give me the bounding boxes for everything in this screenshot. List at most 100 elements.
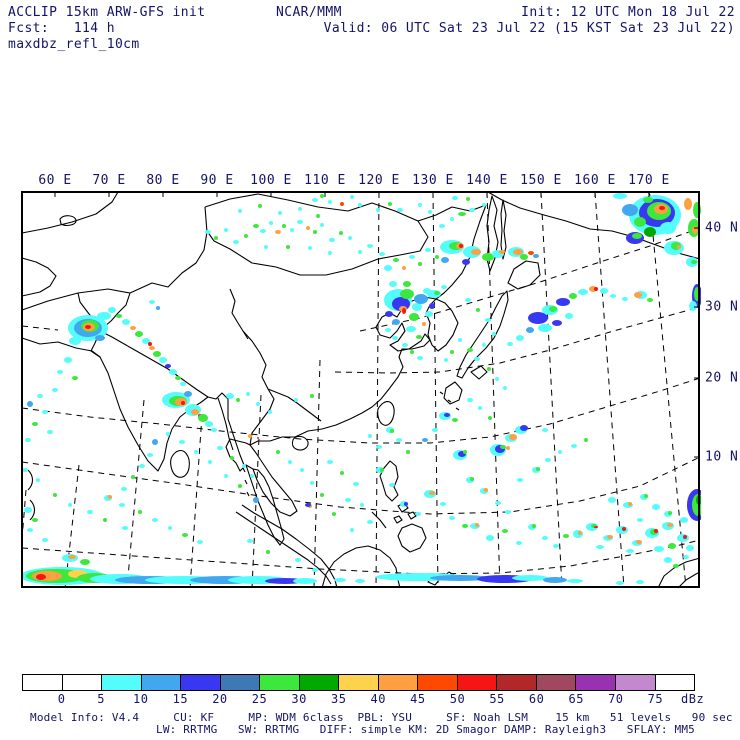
colorbar-tick: 45 bbox=[410, 692, 426, 706]
reflectivity-cell bbox=[393, 258, 399, 262]
reflectivity-cell bbox=[503, 386, 507, 390]
reflectivity-cell bbox=[320, 223, 324, 227]
reflectivity-cell bbox=[388, 202, 392, 206]
reflectivity-cell bbox=[441, 257, 449, 263]
colorbar-segment bbox=[180, 675, 220, 690]
reflectivity-cell bbox=[444, 413, 450, 417]
coastline bbox=[241, 504, 338, 589]
reflectivity-cell bbox=[69, 337, 81, 345]
reflectivity-cell bbox=[256, 402, 260, 406]
reflectivity-cell bbox=[677, 245, 681, 249]
reflectivity-cell bbox=[135, 331, 143, 337]
reflectivity-cell bbox=[147, 453, 153, 457]
reflectivity-cell bbox=[430, 575, 490, 581]
colorbar-tick: 30 bbox=[291, 692, 307, 706]
coastline bbox=[229, 288, 249, 340]
reflectivity-cell bbox=[567, 579, 583, 583]
reflectivity-cell bbox=[358, 250, 362, 254]
header-credit: NCAR/MMM bbox=[276, 5, 342, 21]
graticule-line bbox=[21, 539, 701, 575]
reflectivity-cell bbox=[376, 445, 382, 449]
reflectivity-cell bbox=[224, 474, 228, 478]
lon-label: 90 E bbox=[200, 173, 234, 188]
reflectivity-cell bbox=[553, 544, 559, 548]
reflectivity-cell bbox=[198, 414, 208, 422]
reflectivity-cell bbox=[505, 510, 511, 514]
reflectivity-cell bbox=[397, 208, 403, 212]
lon-label: 110 E bbox=[304, 173, 346, 188]
reflectivity-cell bbox=[242, 464, 246, 468]
reflectivity-cell bbox=[526, 327, 534, 333]
reflectivity-cell bbox=[449, 516, 455, 520]
coastline bbox=[21, 206, 208, 311]
reflectivity-cell bbox=[467, 398, 473, 402]
coastline bbox=[393, 515, 403, 524]
reflectivity-cell bbox=[328, 251, 332, 255]
colorbar-tick: 65 bbox=[568, 692, 584, 706]
reflectivity-cell bbox=[520, 254, 528, 260]
colorbar-segment bbox=[61, 675, 102, 690]
reflectivity-cell bbox=[439, 224, 445, 228]
reflectivity-cell bbox=[153, 351, 161, 357]
reflectivity-cell bbox=[286, 245, 290, 249]
reflectivity-cell bbox=[634, 217, 646, 227]
reflectivity-cell bbox=[230, 456, 234, 460]
reflectivity-cell bbox=[462, 259, 470, 265]
coastline bbox=[170, 450, 190, 478]
lat-label: 40 N bbox=[705, 220, 739, 236]
lon-label: 80 E bbox=[146, 173, 180, 188]
coastline bbox=[59, 215, 77, 226]
reflectivity-cell bbox=[459, 244, 463, 248]
coastline bbox=[99, 330, 209, 398]
reflectivity-cell bbox=[444, 358, 448, 362]
coastline bbox=[244, 479, 248, 485]
reflectivity-cell bbox=[247, 539, 253, 543]
reflectivity-cell bbox=[253, 497, 259, 503]
reflectivity-cell bbox=[422, 322, 426, 326]
reflectivity-cell bbox=[348, 236, 352, 240]
model-info-line1: Model Info: V4.4 CU: KF MP: WDM 6class P… bbox=[30, 711, 733, 724]
reflectivity-cell bbox=[327, 460, 333, 464]
reflectivity-cell bbox=[36, 478, 40, 482]
valid-time: Valid: 06 UTC Sat 23 Jul 22 (15 KST Sat … bbox=[323, 21, 735, 36]
reflectivity-cell bbox=[512, 575, 548, 581]
reflectivity-cell bbox=[266, 550, 270, 554]
reflectivity-cell bbox=[57, 370, 63, 374]
reflectivity-cell bbox=[310, 394, 314, 398]
reflectivity-cell bbox=[295, 558, 301, 562]
reflectivity-cell bbox=[528, 312, 548, 324]
reflectivity-cell bbox=[389, 483, 395, 487]
reflectivity-cell bbox=[506, 446, 510, 450]
colorbar-segment bbox=[298, 675, 339, 690]
reflectivity-cell bbox=[677, 534, 689, 542]
reflectivity-cell bbox=[634, 292, 642, 298]
reflectivity-cell bbox=[467, 348, 473, 352]
reflectivity-cell bbox=[276, 450, 280, 454]
reflectivity-cell bbox=[636, 580, 644, 584]
coastline bbox=[486, 195, 499, 272]
reflectivity-cell bbox=[644, 494, 648, 498]
reflectivity-cell bbox=[509, 434, 517, 440]
reflectivity-cell bbox=[85, 325, 91, 329]
reflectivity-cell bbox=[418, 203, 422, 207]
coastline bbox=[379, 460, 399, 502]
reflectivity-cell bbox=[610, 294, 616, 298]
reflectivity-cell bbox=[316, 214, 320, 218]
reflectivity-cell bbox=[244, 234, 248, 238]
coastline bbox=[21, 337, 229, 472]
reflectivity-cell bbox=[53, 493, 57, 497]
colorbar-tick: 20 bbox=[212, 692, 228, 706]
reflectivity-cell bbox=[692, 226, 698, 234]
reflectivity-cell bbox=[466, 197, 470, 201]
colorbar-tick: 55 bbox=[489, 692, 505, 706]
reflectivity-cell bbox=[594, 526, 598, 528]
reflectivity-cell bbox=[552, 320, 562, 326]
reflectivity-cell bbox=[116, 314, 122, 318]
reflectivity-cell bbox=[435, 255, 439, 259]
reflectivity-cell bbox=[278, 211, 282, 215]
reflectivity-cell bbox=[320, 493, 324, 497]
reflectivity-cell bbox=[233, 240, 239, 244]
reflectivity-cell bbox=[350, 528, 354, 532]
lon-label: 150 E bbox=[520, 173, 562, 188]
reflectivity-cell bbox=[668, 543, 676, 549]
